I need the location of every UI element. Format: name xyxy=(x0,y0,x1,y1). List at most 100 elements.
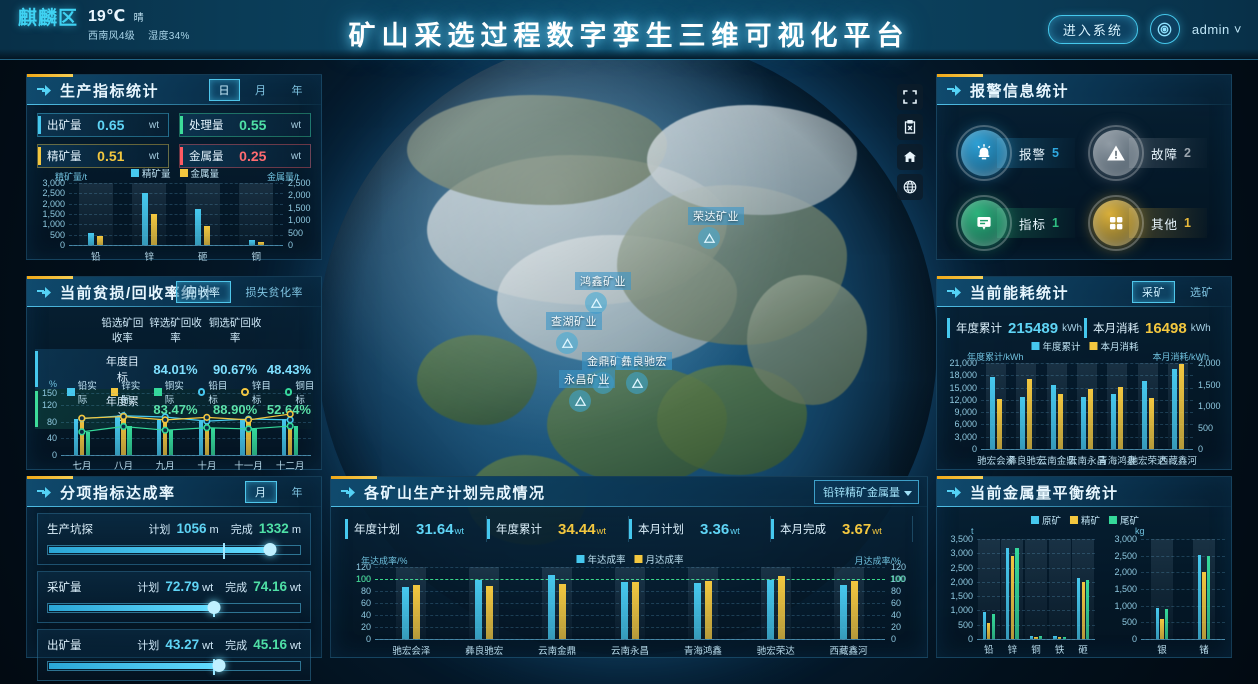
y-tick: 1,000 xyxy=(950,605,973,616)
progress-slider[interactable] xyxy=(47,543,301,559)
x-label: 铁 xyxy=(1054,645,1065,656)
map-pin-icon[interactable] xyxy=(698,227,720,249)
tab-0[interactable]: 日 xyxy=(208,79,240,101)
weather-desc: 晴 xyxy=(133,13,144,24)
x-label: 西藏鑫河 xyxy=(829,646,868,657)
y-tick: 3,000 xyxy=(954,431,977,442)
gridline xyxy=(977,553,1095,555)
y2-tick: 2,500 xyxy=(288,178,311,188)
gridline xyxy=(61,421,311,423)
map-label[interactable]: 彝良驰宏 xyxy=(616,352,672,370)
x-label: 铅 xyxy=(90,252,101,263)
alarm-item[interactable]: 报警 5 xyxy=(956,125,1075,181)
energy-tabs[interactable]: 采矿 选矿 xyxy=(1132,281,1223,303)
gear-icon[interactable] xyxy=(1149,14,1180,44)
enter-system-button[interactable]: 进入系统 xyxy=(1047,14,1138,44)
user-menu[interactable]: admin ˅ xyxy=(1191,21,1242,37)
gridline xyxy=(981,399,1193,401)
gridline xyxy=(69,234,283,236)
column-bg xyxy=(615,567,645,639)
panel-header: 报警信息统计 xyxy=(937,74,1231,105)
bar xyxy=(1010,556,1015,639)
panel-alarm: 报警信息统计 报警 5 故障 2 指标 1 其他 1 xyxy=(936,74,1232,260)
map-label[interactable]: 鸿鑫矿业 xyxy=(575,272,631,290)
cell-value: 48.43% xyxy=(266,361,311,377)
col-header: 锌选矿回收率 xyxy=(149,317,202,344)
alarm-item[interactable]: 故障 2 xyxy=(1088,125,1207,181)
progress-knob[interactable] xyxy=(207,601,221,614)
map-pin-icon[interactable] xyxy=(569,390,591,412)
x-label: 云南金鼎 xyxy=(538,646,577,657)
done-value: 完成 74.16 wt xyxy=(225,579,301,594)
column-bg xyxy=(132,183,167,245)
home-icon[interactable] xyxy=(897,144,923,170)
ref-tick: 100 xyxy=(355,574,371,584)
humidity-info: 湿度34% xyxy=(148,31,190,42)
tab-1[interactable]: 月 xyxy=(255,85,267,97)
tab-1[interactable]: 选矿 xyxy=(1190,287,1213,299)
y-tick: 3,000 xyxy=(950,548,973,559)
bar xyxy=(704,580,712,639)
bar xyxy=(85,431,91,455)
gridline xyxy=(61,405,311,407)
progress-knob[interactable] xyxy=(263,543,277,556)
progress-slider[interactable] xyxy=(47,601,301,617)
progress-slider[interactable] xyxy=(47,659,301,675)
production-metrics: 出矿量 0.65 wt 处理量 0.55 wt 精矿量 0.51 wt 金属量 0.25 wt xyxy=(27,105,321,172)
y-tick: 18,000 xyxy=(949,370,977,381)
panel-header: 当前金属量平衡统计 xyxy=(937,476,1231,507)
x-label: 锌 xyxy=(144,252,155,263)
metric-pill: 精矿量 0.51 wt xyxy=(37,144,169,168)
tab-0[interactable]: 月 xyxy=(245,481,277,503)
progress-fill xyxy=(49,605,214,611)
map-label[interactable]: 查湖矿业 xyxy=(546,312,602,330)
x-label: 砸 xyxy=(197,252,208,263)
x-label: 八月 xyxy=(113,461,134,472)
tab-1[interactable]: 年 xyxy=(291,487,303,499)
bar xyxy=(839,585,847,639)
axis-unit: t xyxy=(971,526,974,536)
metric-label: 金属量 xyxy=(189,151,224,163)
map-pin-icon[interactable] xyxy=(626,372,648,394)
stat-value: 3.67wt xyxy=(842,520,882,538)
bar xyxy=(1020,397,1026,449)
bar xyxy=(127,426,132,455)
warning-triangle-icon xyxy=(1088,125,1144,181)
recovery-tabs[interactable]: 回收率 损失贫化率 xyxy=(176,281,313,303)
stat-label: 年度累计 xyxy=(496,524,542,536)
y-tick: 2,500 xyxy=(42,188,65,199)
report-icon xyxy=(956,195,1012,251)
x-label: 锌 xyxy=(1007,645,1018,656)
x-label: 青海鸿鑫 xyxy=(1098,456,1137,467)
gridline xyxy=(1141,555,1225,557)
map-pin-icon[interactable] xyxy=(585,292,607,314)
alarm-item[interactable]: 指标 1 xyxy=(956,195,1075,251)
y-tick: 1,000 xyxy=(42,219,65,230)
y-tick: 150 xyxy=(41,388,57,398)
map-toolbar[interactable] xyxy=(897,84,923,204)
tab-1[interactable]: 损失贫化率 xyxy=(245,287,303,299)
map-label[interactable]: 荣达矿业 xyxy=(688,207,744,225)
subitems-tabs[interactable]: 月年 xyxy=(245,481,313,503)
tab-2[interactable]: 年 xyxy=(291,85,303,97)
globe-icon[interactable] xyxy=(897,174,923,200)
metric-label: 出矿量 xyxy=(47,120,82,132)
mine-plan-chart: 年达成率/% 月达成率/% 年达成率 月达成率 0 20 40 60 80 100 120 100 10… xyxy=(331,549,929,659)
progress-knob[interactable] xyxy=(212,659,226,672)
y-tick: 0 xyxy=(971,444,977,454)
alarm-item[interactable]: 其他 1 xyxy=(1088,195,1207,251)
map-label[interactable]: 永昌矿业 xyxy=(559,370,615,388)
bar xyxy=(982,611,986,639)
map-pin-icon[interactable] xyxy=(556,332,578,354)
x-label: 云南永昌 xyxy=(1067,456,1107,467)
panel-title: 各矿山生产计划完成情况 xyxy=(364,484,546,502)
tab-0[interactable]: 采矿 xyxy=(1132,281,1175,303)
stat-pill: 年度累计 34.44wt xyxy=(487,516,629,542)
tab-0[interactable]: 回收率 xyxy=(176,281,231,303)
clipboard-icon[interactable] xyxy=(897,114,923,140)
y-tick: 1,500 xyxy=(42,209,65,219)
production-tabs[interactable]: 日月年 xyxy=(208,79,314,101)
stat-value: 34.44wt xyxy=(558,520,607,538)
fullscreen-icon[interactable] xyxy=(897,84,923,110)
mine-plan-selector[interactable]: 铅锌精矿金属量 xyxy=(814,480,919,504)
